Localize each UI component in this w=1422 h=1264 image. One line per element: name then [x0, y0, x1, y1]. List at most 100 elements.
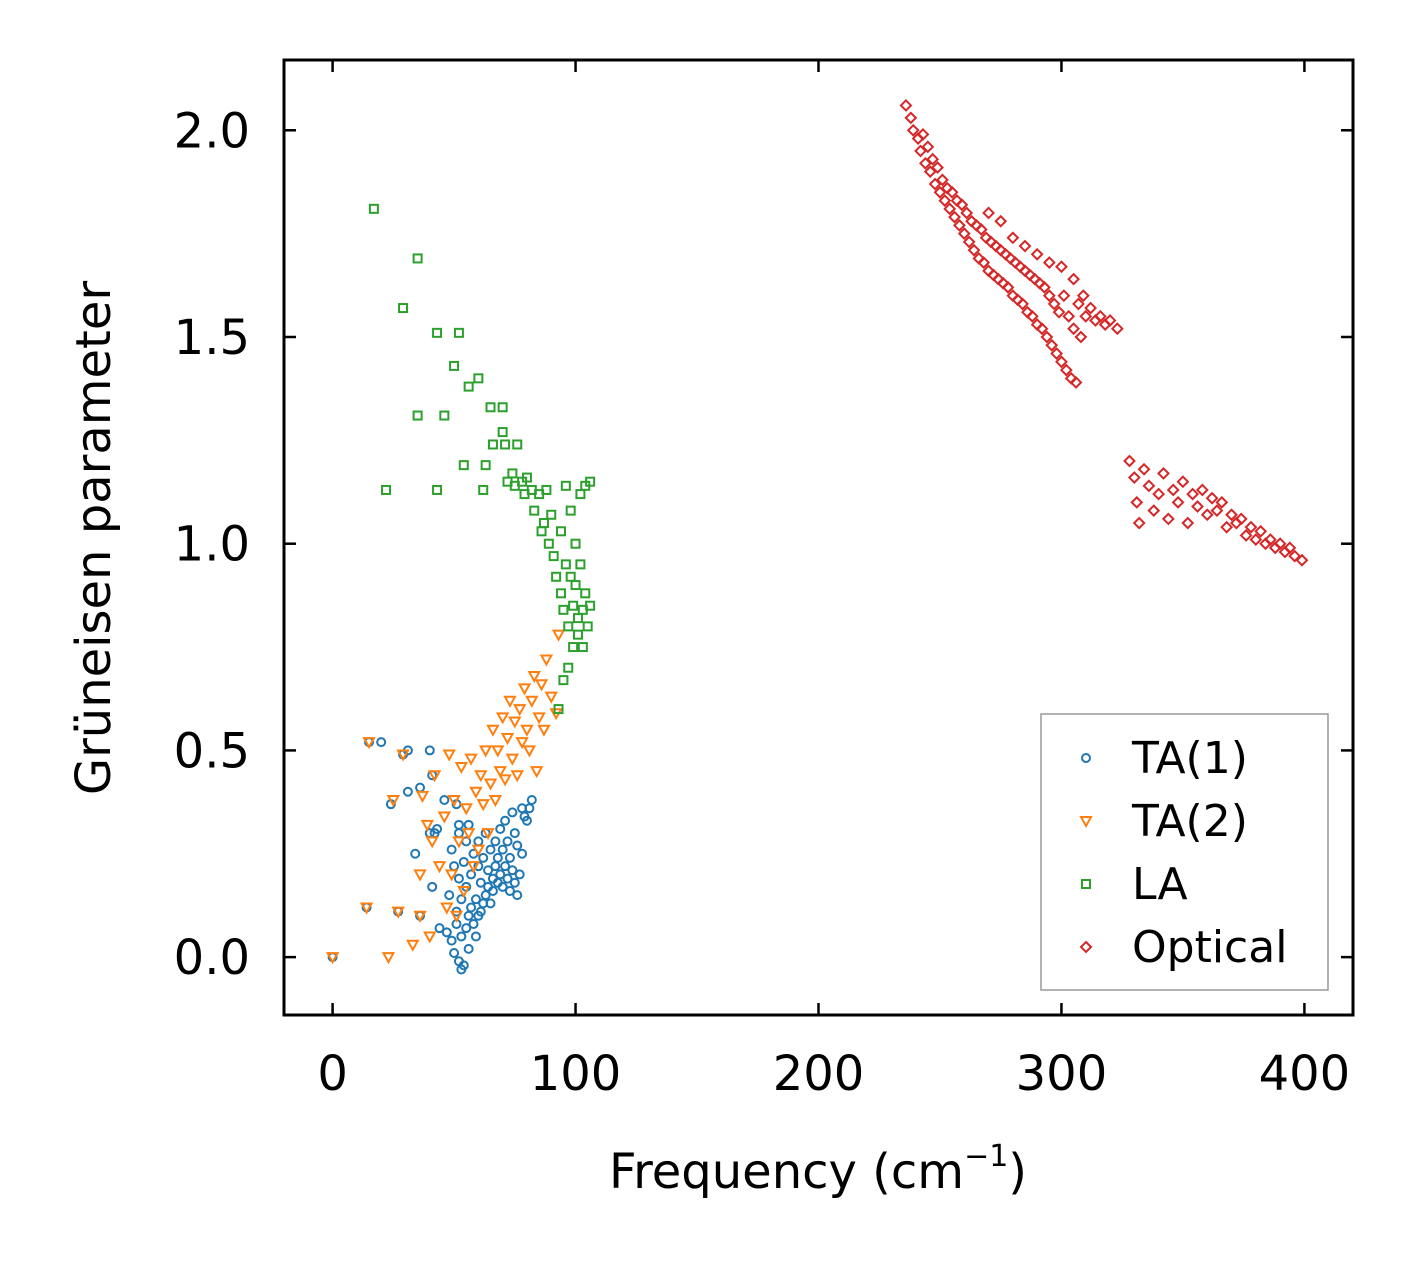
- data-point-optical: [1110, 322, 1124, 336]
- data-point-ta2: [413, 869, 427, 882]
- data-point-optical: [1195, 483, 1209, 497]
- data-point-la: [580, 588, 591, 599]
- data-point-ta2: [512, 704, 527, 717]
- data-point-la: [560, 559, 571, 570]
- data-point-optical: [1103, 314, 1117, 327]
- y-tick-label: 1.0: [174, 517, 250, 573]
- data-point-ta2: [466, 861, 481, 874]
- data-point-optical: [982, 206, 995, 220]
- data-point-la: [538, 518, 549, 529]
- data-point-ta1: [468, 919, 479, 930]
- data-point-ta1: [475, 877, 486, 888]
- data-point-la: [432, 484, 443, 495]
- data-point-ta2: [517, 683, 532, 696]
- data-point-optical: [994, 214, 1008, 228]
- data-point-optical: [1234, 512, 1248, 526]
- data-point-la: [568, 642, 579, 653]
- data-point-ta1: [444, 890, 455, 901]
- data-point-ta2: [515, 737, 529, 750]
- data-point-ta2: [474, 770, 488, 783]
- data-point-optical: [1191, 500, 1204, 513]
- data-point-la: [582, 621, 593, 632]
- data-point-la: [572, 629, 583, 640]
- data-point-ta2: [444, 869, 459, 882]
- legend-marker-ta1: [1081, 753, 1091, 763]
- data-point-ta2: [359, 902, 374, 915]
- data-point-ta1: [461, 923, 472, 934]
- data-point-optical: [1040, 330, 1054, 344]
- y-axis-label: Grüneisen parameter: [66, 281, 122, 796]
- data-point-ta2: [362, 737, 376, 750]
- data-point-la: [543, 538, 554, 549]
- data-point-ta1: [500, 861, 511, 872]
- data-point-la: [555, 588, 566, 599]
- data-point-la: [412, 410, 423, 421]
- data-point-optical: [928, 177, 942, 191]
- data-point-la: [398, 303, 409, 314]
- data-point-optical: [1030, 247, 1044, 261]
- data-point-optical: [948, 210, 961, 224]
- data-point-optical: [1001, 280, 1015, 294]
- data-point-optical: [1283, 541, 1297, 555]
- data-point-optical: [1210, 504, 1224, 518]
- data-point-optical: [916, 128, 930, 141]
- data-point-optical: [1123, 454, 1136, 468]
- data-point-ta1: [439, 795, 450, 806]
- series-ta2: [325, 629, 566, 965]
- data-point-la: [412, 253, 423, 264]
- data-point-optical: [906, 123, 920, 137]
- data-point-la: [560, 480, 571, 491]
- data-point-optical: [1072, 297, 1085, 311]
- data-point-ta2: [522, 745, 537, 758]
- data-point-optical: [1161, 512, 1175, 526]
- y-tick-label: 0.0: [174, 930, 250, 986]
- data-point-optical: [1038, 280, 1051, 294]
- data-point-optical: [1142, 479, 1156, 493]
- data-point-optical: [1132, 516, 1146, 530]
- data-point-optical: [952, 218, 966, 232]
- data-point-ta2: [534, 679, 549, 692]
- data-point-ta1: [458, 960, 469, 971]
- data-point-ta2: [423, 931, 437, 944]
- data-point-la: [575, 559, 586, 570]
- data-point-optical: [1006, 231, 1020, 245]
- data-point-ta1: [495, 823, 506, 834]
- data-point-ta2: [459, 803, 473, 816]
- data-point-ta2: [510, 770, 524, 783]
- data-point-la: [500, 439, 511, 450]
- data-point-ta1: [500, 815, 511, 826]
- data-point-ta1: [507, 807, 518, 818]
- data-point-la: [546, 509, 557, 520]
- data-point-la: [463, 381, 474, 392]
- data-point-la: [570, 538, 581, 549]
- data-point-ta2: [539, 654, 554, 667]
- data-point-ta2: [478, 745, 493, 758]
- data-point-ta1: [453, 873, 464, 884]
- data-point-ta2: [476, 799, 490, 812]
- legend-label-optical: Optical: [1132, 922, 1287, 973]
- x-axis-label-end: ): [1008, 1144, 1027, 1200]
- data-point-la: [497, 402, 508, 413]
- data-point-ta2: [493, 766, 507, 779]
- data-point-ta1: [497, 844, 508, 855]
- data-point-ta2: [483, 778, 498, 791]
- data-point-optical: [1079, 309, 1093, 323]
- data-point-ta2: [498, 774, 512, 787]
- data-point-optical: [1067, 322, 1081, 336]
- data-point-ta1: [434, 923, 445, 934]
- data-point-ta1: [526, 795, 537, 806]
- data-point-ta1: [502, 836, 513, 847]
- data-point-optical: [899, 99, 913, 112]
- data-point-optical: [1074, 330, 1088, 344]
- data-point-ta1: [449, 947, 460, 958]
- data-point-ta2: [381, 952, 396, 965]
- data-point-optical: [957, 227, 971, 241]
- data-point-ta1: [453, 819, 464, 830]
- data-point-la: [585, 476, 596, 487]
- data-point-ta2: [415, 790, 430, 803]
- data-point-la: [485, 402, 496, 413]
- x-tick-label: 400: [1259, 1046, 1351, 1102]
- data-point-optical: [1059, 363, 1073, 377]
- data-point-ta2: [491, 745, 505, 758]
